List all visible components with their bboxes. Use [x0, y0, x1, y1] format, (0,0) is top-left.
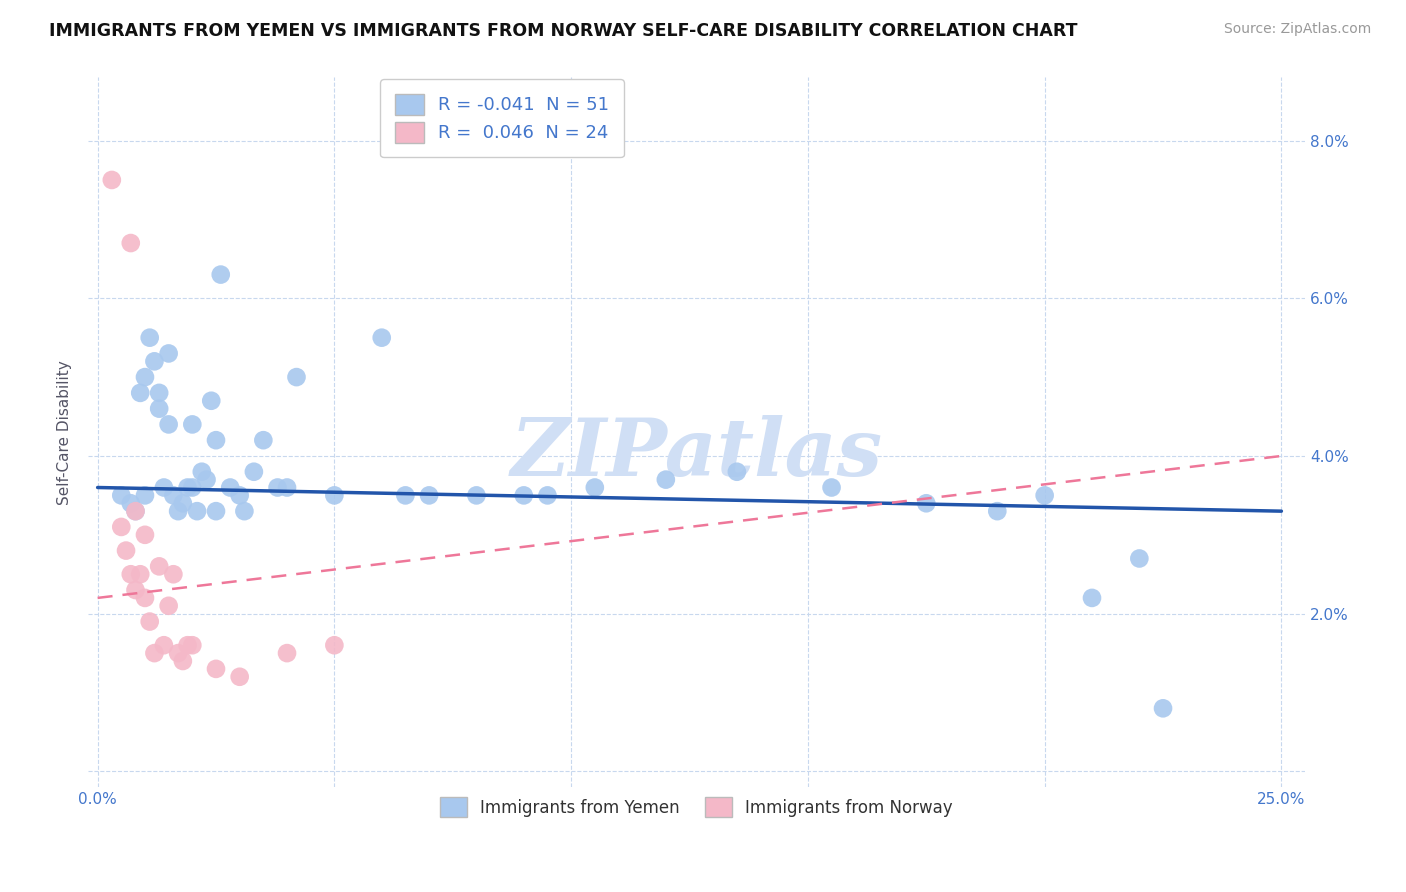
Point — [323, 638, 346, 652]
Point — [176, 638, 198, 652]
Point — [181, 417, 204, 432]
Point — [1128, 551, 1150, 566]
Text: IMMIGRANTS FROM YEMEN VS IMMIGRANTS FROM NORWAY SELF-CARE DISABILITY CORRELATION: IMMIGRANTS FROM YEMEN VS IMMIGRANTS FROM… — [49, 22, 1078, 40]
Point — [176, 481, 198, 495]
Point — [276, 481, 298, 495]
Point — [513, 488, 536, 502]
Point — [172, 654, 194, 668]
Point — [134, 528, 156, 542]
Point — [209, 268, 232, 282]
Point — [138, 615, 160, 629]
Text: ZIPatlas: ZIPatlas — [510, 415, 883, 492]
Point — [228, 670, 250, 684]
Point — [110, 488, 132, 502]
Point — [233, 504, 256, 518]
Point — [153, 481, 176, 495]
Point — [252, 433, 274, 447]
Point — [167, 504, 190, 518]
Point — [228, 488, 250, 502]
Point — [195, 473, 218, 487]
Point — [655, 473, 678, 487]
Point — [157, 417, 180, 432]
Point — [120, 235, 142, 250]
Point — [124, 504, 146, 518]
Point — [266, 481, 288, 495]
Point — [205, 662, 228, 676]
Point — [120, 567, 142, 582]
Point — [110, 520, 132, 534]
Point — [153, 638, 176, 652]
Point — [181, 481, 204, 495]
Point — [129, 567, 152, 582]
Point — [219, 481, 242, 495]
Point — [725, 465, 748, 479]
Point — [138, 331, 160, 345]
Point — [200, 393, 222, 408]
Point — [205, 504, 228, 518]
Point — [148, 401, 170, 416]
Point — [143, 354, 166, 368]
Point — [157, 346, 180, 360]
Point — [1033, 488, 1056, 502]
Point — [134, 370, 156, 384]
Point — [148, 385, 170, 400]
Point — [536, 488, 558, 502]
Point — [465, 488, 488, 502]
Point — [205, 433, 228, 447]
Point — [986, 504, 1008, 518]
Point — [115, 543, 138, 558]
Point — [162, 488, 184, 502]
Point — [394, 488, 416, 502]
Point — [143, 646, 166, 660]
Point — [186, 504, 208, 518]
Point — [124, 504, 146, 518]
Point — [120, 496, 142, 510]
Text: Source: ZipAtlas.com: Source: ZipAtlas.com — [1223, 22, 1371, 37]
Point — [371, 331, 394, 345]
Point — [101, 173, 124, 187]
Legend: Immigrants from Yemen, Immigrants from Norway: Immigrants from Yemen, Immigrants from N… — [432, 789, 962, 825]
Point — [820, 481, 842, 495]
Point — [583, 481, 606, 495]
Point — [157, 599, 180, 613]
Point — [134, 488, 156, 502]
Point — [191, 465, 214, 479]
Point — [915, 496, 938, 510]
Point — [418, 488, 440, 502]
Point — [1152, 701, 1174, 715]
Point — [167, 646, 190, 660]
Point — [162, 567, 184, 582]
Point — [124, 582, 146, 597]
Point — [129, 385, 152, 400]
Point — [285, 370, 308, 384]
Y-axis label: Self-Care Disability: Self-Care Disability — [58, 360, 72, 505]
Point — [148, 559, 170, 574]
Point — [181, 638, 204, 652]
Point — [134, 591, 156, 605]
Point — [276, 646, 298, 660]
Point — [243, 465, 266, 479]
Point — [323, 488, 346, 502]
Point — [1081, 591, 1104, 605]
Point — [172, 496, 194, 510]
